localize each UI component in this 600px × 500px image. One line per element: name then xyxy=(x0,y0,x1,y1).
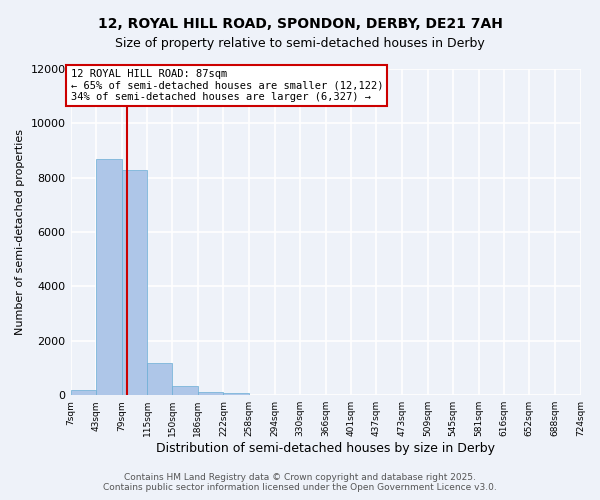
Text: 12 ROYAL HILL ROAD: 87sqm
← 65% of semi-detached houses are smaller (12,122)
34%: 12 ROYAL HILL ROAD: 87sqm ← 65% of semi-… xyxy=(71,69,383,102)
X-axis label: Distribution of semi-detached houses by size in Derby: Distribution of semi-detached houses by … xyxy=(156,442,495,455)
Text: 12, ROYAL HILL ROAD, SPONDON, DERBY, DE21 7AH: 12, ROYAL HILL ROAD, SPONDON, DERBY, DE2… xyxy=(98,18,502,32)
Bar xyxy=(172,386,198,395)
Bar xyxy=(71,390,96,395)
Bar xyxy=(198,392,223,395)
Bar xyxy=(96,158,122,395)
Y-axis label: Number of semi-detached properties: Number of semi-detached properties xyxy=(15,129,25,335)
Bar xyxy=(122,170,148,395)
Bar xyxy=(148,362,172,395)
Bar xyxy=(223,393,249,395)
Text: Size of property relative to semi-detached houses in Derby: Size of property relative to semi-detach… xyxy=(115,38,485,51)
Text: Contains HM Land Registry data © Crown copyright and database right 2025.
Contai: Contains HM Land Registry data © Crown c… xyxy=(103,473,497,492)
